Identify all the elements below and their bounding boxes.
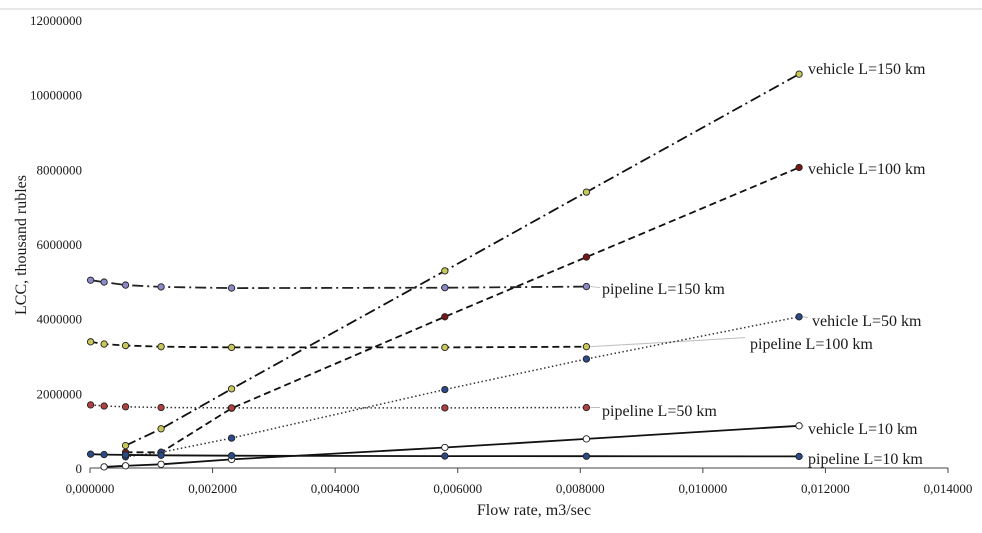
data-point xyxy=(441,443,449,452)
data-point xyxy=(582,403,591,412)
data-point xyxy=(441,284,449,292)
data-point xyxy=(795,163,803,172)
y-tick-label: 4000000 xyxy=(37,312,83,327)
data-point xyxy=(121,451,130,459)
data-point xyxy=(121,462,130,470)
series-line-2 xyxy=(125,166,800,454)
series-group xyxy=(86,70,803,471)
data-point xyxy=(157,283,165,291)
x-tick-label: 0,012000 xyxy=(801,481,850,496)
series-label: vehicle L=150 km xyxy=(808,61,926,78)
data-point xyxy=(441,343,449,352)
series-label: vehicle L=100 km xyxy=(808,161,926,178)
data-point xyxy=(582,355,591,363)
label-leader-line xyxy=(590,337,746,348)
y-tick-label: 10000000 xyxy=(30,88,82,103)
data-point xyxy=(227,385,236,393)
data-point xyxy=(100,340,108,348)
x-tick-label: 0,010000 xyxy=(678,481,727,496)
data-point xyxy=(227,452,236,460)
y-tick-label: 12000000 xyxy=(30,13,82,28)
y-tick-label: 2000000 xyxy=(37,386,83,401)
series-label: pipeline L=100 km xyxy=(750,336,873,353)
data-point xyxy=(86,276,95,284)
data-point xyxy=(100,402,108,410)
x-tick-label: 0,014000 xyxy=(924,481,973,496)
data-point xyxy=(227,434,236,442)
x-axis-ticks: 0,000000 0,002000 0,004000 0,006000 0,008000… xyxy=(66,468,973,496)
data-point xyxy=(157,343,165,351)
series-line-6 xyxy=(90,340,587,349)
data-point xyxy=(100,278,108,286)
series-line-7 xyxy=(90,404,587,409)
data-point xyxy=(227,404,236,412)
data-point xyxy=(100,450,108,459)
x-tick-label: 0,004000 xyxy=(311,481,360,496)
data-point xyxy=(227,284,236,292)
data-point xyxy=(795,452,803,461)
data-point xyxy=(441,267,449,275)
data-point xyxy=(121,281,130,289)
data-point xyxy=(100,463,108,471)
x-tick-label: 0,000000 xyxy=(66,481,115,496)
series-line-4 xyxy=(104,424,800,468)
data-point xyxy=(441,452,449,460)
data-point xyxy=(121,403,130,411)
y-tick-label: 8000000 xyxy=(37,162,83,177)
data-point xyxy=(795,313,803,321)
data-point xyxy=(157,460,165,468)
data-point xyxy=(157,403,165,412)
series-label: vehicle L=10 km xyxy=(808,421,918,438)
data-point xyxy=(157,425,165,433)
data-point xyxy=(582,343,591,351)
data-point xyxy=(441,385,449,394)
leader-lines xyxy=(590,286,809,457)
data-point xyxy=(86,338,95,346)
series-label: pipeline L=150 km xyxy=(602,281,725,298)
data-point xyxy=(582,188,591,196)
label-leader-line xyxy=(590,286,601,289)
y-axis-title: LCC, thousand rubles xyxy=(13,175,30,315)
data-point xyxy=(582,282,591,291)
data-point xyxy=(441,404,449,412)
data-point xyxy=(582,253,591,261)
x-tick-label: 0,008000 xyxy=(556,481,605,496)
y-tick-label: 0 xyxy=(76,461,83,476)
series-line-3 xyxy=(125,316,800,458)
data-point xyxy=(795,422,803,430)
y-tick-label: 6000000 xyxy=(37,237,83,252)
x-axis-title: Flow rate, m3/sec xyxy=(477,502,591,519)
data-point xyxy=(441,313,449,321)
y-axis-ticks: 0 2000000 4000000 6000000 8000000 10000000 120… xyxy=(30,13,82,476)
series-label: pipeline L=50 km xyxy=(602,403,717,420)
data-point xyxy=(227,343,236,352)
series-labels: vehicle L=150 km vehicle L=100 km vehicle … xyxy=(602,61,926,468)
x-tick-label: 0,002000 xyxy=(188,481,237,496)
data-point xyxy=(157,451,165,459)
series-line-1 xyxy=(125,73,800,447)
data-point xyxy=(121,441,130,450)
series-label: pipeline L=10 km xyxy=(808,451,923,468)
data-point xyxy=(86,450,95,458)
data-point xyxy=(795,70,803,78)
data-point xyxy=(121,341,130,350)
label-leader-line xyxy=(802,316,809,319)
series-line-5 xyxy=(90,279,587,290)
data-point xyxy=(86,401,95,409)
data-point xyxy=(582,452,591,460)
series-label: vehicle L=50 km xyxy=(812,313,922,330)
x-tick-label: 0,006000 xyxy=(433,481,482,496)
data-point xyxy=(582,435,591,443)
